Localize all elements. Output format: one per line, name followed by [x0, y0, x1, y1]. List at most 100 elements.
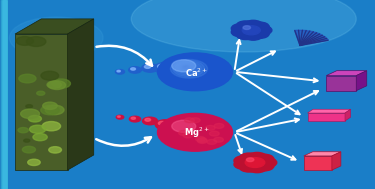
- Bar: [0, 0, 3, 189]
- Circle shape: [255, 161, 274, 171]
- Bar: [2, 0, 5, 189]
- Bar: [2, 0, 4, 189]
- Bar: [0, 0, 3, 189]
- Circle shape: [24, 139, 30, 142]
- Bar: [0, 0, 3, 189]
- Circle shape: [43, 102, 57, 109]
- Circle shape: [19, 74, 36, 83]
- Bar: [2, 0, 5, 189]
- Bar: [3, 0, 6, 189]
- Circle shape: [158, 121, 166, 125]
- Bar: [2, 0, 5, 189]
- Circle shape: [175, 62, 201, 75]
- Circle shape: [30, 125, 46, 133]
- Circle shape: [144, 65, 151, 68]
- Bar: [3, 0, 6, 189]
- Bar: [2, 0, 5, 189]
- Polygon shape: [332, 152, 341, 170]
- Bar: [2, 0, 5, 189]
- Circle shape: [41, 71, 58, 80]
- Bar: [1, 0, 4, 189]
- Circle shape: [41, 105, 59, 115]
- Bar: [3, 0, 6, 189]
- Bar: [2, 0, 5, 189]
- Bar: [3, 0, 6, 189]
- Circle shape: [190, 118, 200, 123]
- Bar: [1, 0, 4, 189]
- Bar: [1, 0, 4, 189]
- Bar: [2, 0, 5, 189]
- Circle shape: [22, 146, 36, 153]
- Polygon shape: [15, 34, 68, 170]
- Circle shape: [158, 64, 166, 68]
- Circle shape: [239, 162, 259, 172]
- Bar: [1, 0, 4, 189]
- Bar: [2, 0, 5, 189]
- Circle shape: [236, 21, 255, 30]
- Bar: [1, 0, 4, 189]
- Bar: [2, 0, 5, 189]
- Circle shape: [234, 156, 254, 166]
- Circle shape: [33, 133, 47, 141]
- Bar: [1, 0, 4, 189]
- Bar: [3, 0, 6, 189]
- Bar: [2, 0, 5, 189]
- Circle shape: [244, 31, 262, 40]
- Bar: [2, 0, 4, 189]
- Polygon shape: [15, 19, 94, 34]
- Bar: [3, 0, 6, 189]
- Bar: [3, 0, 6, 189]
- Bar: [0, 0, 4, 189]
- Circle shape: [142, 117, 158, 125]
- Bar: [3, 0, 6, 189]
- Circle shape: [257, 158, 277, 167]
- Circle shape: [16, 36, 33, 45]
- Bar: [2, 0, 5, 189]
- Circle shape: [214, 123, 224, 128]
- Bar: [3, 0, 6, 189]
- Bar: [1, 0, 4, 189]
- Bar: [2, 0, 6, 189]
- Bar: [0, 0, 4, 189]
- Bar: [3, 0, 6, 189]
- Bar: [2, 0, 5, 189]
- Circle shape: [255, 154, 274, 164]
- Circle shape: [116, 115, 124, 119]
- Bar: [2, 0, 4, 189]
- Bar: [0, 0, 3, 189]
- Bar: [1, 0, 4, 189]
- Bar: [2, 0, 6, 189]
- Bar: [3, 0, 6, 189]
- Circle shape: [184, 118, 194, 123]
- Circle shape: [142, 64, 158, 72]
- Bar: [0, 0, 3, 189]
- Bar: [2, 0, 5, 189]
- Circle shape: [117, 70, 120, 72]
- Circle shape: [26, 105, 33, 108]
- Bar: [0, 0, 4, 189]
- Bar: [1, 0, 4, 189]
- Bar: [0, 0, 3, 189]
- Circle shape: [45, 105, 64, 115]
- Circle shape: [197, 138, 207, 143]
- Bar: [2, 0, 4, 189]
- Ellipse shape: [131, 0, 356, 52]
- Circle shape: [145, 118, 151, 121]
- Bar: [3, 0, 6, 189]
- Circle shape: [248, 152, 267, 162]
- Bar: [0, 0, 3, 189]
- Circle shape: [248, 163, 267, 173]
- Bar: [1, 0, 4, 189]
- Circle shape: [195, 136, 205, 141]
- Circle shape: [234, 160, 254, 169]
- Circle shape: [28, 115, 42, 122]
- Bar: [3, 0, 6, 189]
- Bar: [3, 0, 6, 189]
- Bar: [2, 0, 6, 189]
- Bar: [1, 0, 4, 189]
- Circle shape: [207, 139, 217, 144]
- Bar: [3, 0, 6, 189]
- Bar: [3, 0, 6, 189]
- Bar: [0, 0, 4, 189]
- Bar: [1, 0, 4, 189]
